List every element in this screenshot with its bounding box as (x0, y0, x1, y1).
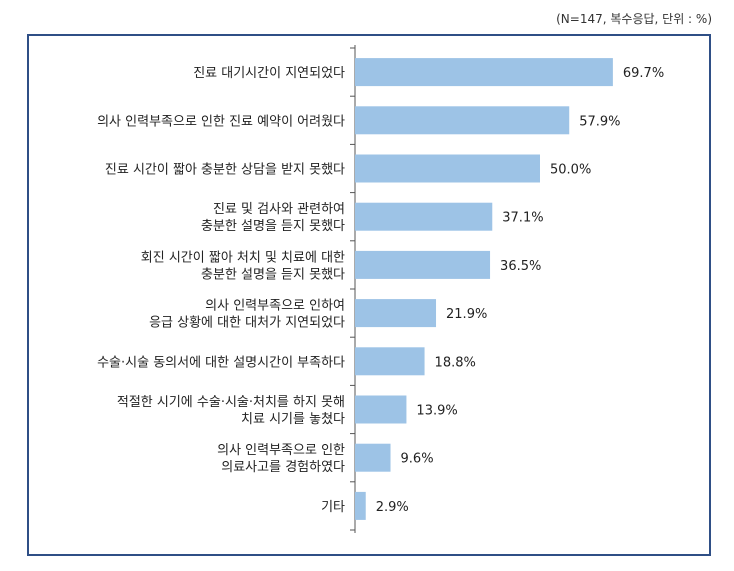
category-label-5: 회진 시간이 짧아 처치 및 치료에 대한 충분한 설명을 듣지 못했다 (141, 250, 345, 282)
category-label-3: 진료 시간이 짧아 충분한 상담을 받지 못했다 (105, 162, 345, 178)
value-label-10: 2.9% (376, 500, 409, 515)
value-label-8: 13.9% (416, 404, 457, 419)
value-label-9: 9.6% (401, 452, 434, 467)
category-label-4: 진료 및 검사와 관련하여 충분한 설명을 듣지 못했다 (201, 202, 345, 234)
value-label-1: 69.7% (623, 66, 664, 81)
category-label-1: 진료 대기시간이 지연되었다 (193, 66, 345, 81)
bar-8 (355, 395, 407, 424)
bar-1 (355, 58, 613, 87)
value-label-6: 21.9% (446, 307, 487, 322)
bar-5 (355, 250, 491, 279)
bar-7 (355, 347, 425, 376)
category-label-9: 의사 인력부족으로 인한 의료사고를 경험하였다 (217, 443, 345, 475)
value-label-7: 18.8% (435, 355, 476, 370)
category-label-2: 의사 인력부족으로 인한 진료 예약이 어려웠다 (97, 114, 345, 129)
sample-note: (N=147, 복수응답, 단위 : %) (556, 12, 712, 26)
bar-2 (355, 106, 570, 135)
bar-10 (355, 491, 366, 520)
category-label-10: 기타 (321, 500, 345, 515)
category-label-8: 적절한 시기에 수술·시술·처치를 하지 못해 치료 시기를 놓쳤다 (117, 395, 345, 427)
category-label-7: 수술·시술 동의서에 대한 설명시간이 부족하다 (97, 355, 345, 370)
bar-6 (355, 299, 437, 328)
bar-3 (355, 154, 540, 183)
bar-4 (355, 202, 493, 231)
value-label-5: 36.5% (500, 259, 541, 274)
value-label-2: 57.9% (579, 114, 620, 129)
chart-frame (27, 34, 711, 556)
bar-9 (355, 443, 391, 472)
value-label-3: 50.0% (550, 163, 591, 178)
value-label-4: 37.1% (502, 211, 543, 226)
category-label-6: 의사 인력부족으로 인하여 응급 상황에 대한 대처가 지연되었다 (149, 299, 345, 331)
